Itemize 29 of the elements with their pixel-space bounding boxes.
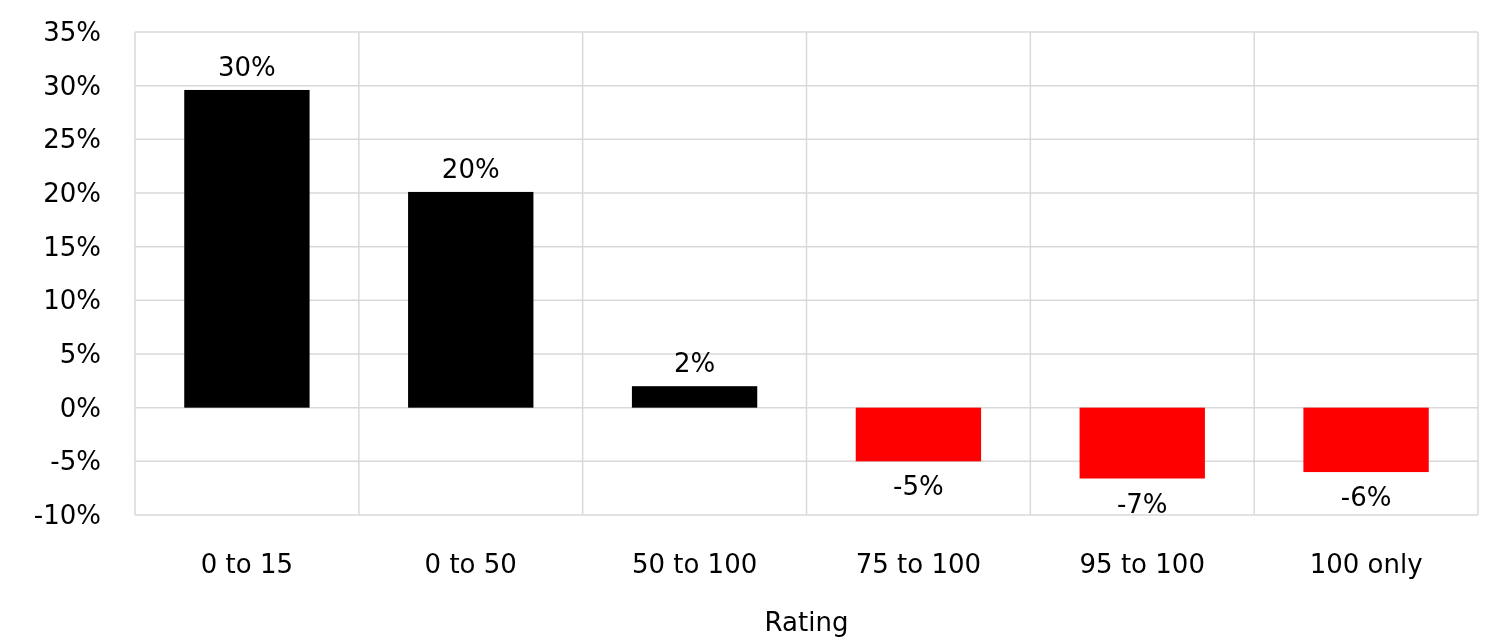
y-tick-label: 30% bbox=[43, 70, 101, 101]
x-axis-title: Rating bbox=[764, 607, 849, 637]
data-label: -7% bbox=[1116, 488, 1168, 519]
bar bbox=[855, 407, 982, 462]
y-tick-label: 5% bbox=[59, 339, 101, 370]
y-tick-label: 15% bbox=[43, 231, 101, 262]
y-tick-label: 10% bbox=[43, 285, 101, 316]
x-tick-label: 50 to 100 bbox=[631, 549, 758, 579]
y-tick-label: 35% bbox=[43, 17, 101, 48]
bar bbox=[1303, 407, 1429, 473]
x-tick-label: 100 only bbox=[1309, 549, 1423, 579]
x-tick-label: 0 to 50 bbox=[424, 549, 517, 579]
data-label: -6% bbox=[1340, 482, 1392, 513]
bar bbox=[408, 191, 534, 408]
y-tick-label: 20% bbox=[43, 178, 101, 209]
x-tick-label: 75 to 100 bbox=[855, 549, 982, 579]
bar bbox=[1079, 407, 1205, 479]
y-tick-label: 0% bbox=[59, 392, 101, 423]
x-tick-label: 95 to 100 bbox=[1079, 549, 1205, 579]
y-tick-label: 25% bbox=[43, 124, 101, 155]
data-label: 30% bbox=[218, 51, 276, 82]
y-tick-label: -5% bbox=[50, 446, 101, 477]
bar bbox=[631, 386, 758, 408]
bar bbox=[184, 89, 310, 408]
x-tick-label: 0 to 15 bbox=[200, 549, 294, 579]
data-label: 20% bbox=[441, 153, 500, 184]
data-label: 2% bbox=[673, 348, 716, 379]
y-tick-label: -10% bbox=[33, 500, 101, 531]
data-label: -5% bbox=[893, 471, 944, 502]
